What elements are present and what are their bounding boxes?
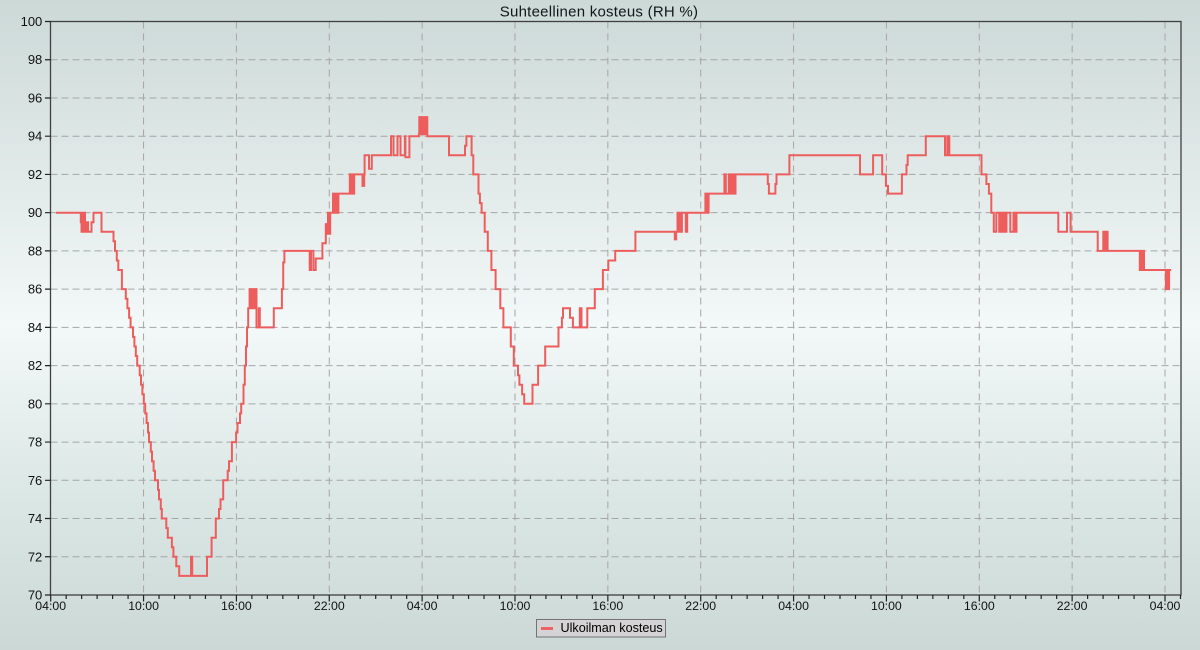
svg-text:04:00: 04:00 [407,599,438,613]
svg-text:90: 90 [28,205,42,220]
svg-text:96: 96 [28,91,42,106]
svg-text:10:00: 10:00 [871,599,902,613]
svg-text:10:00: 10:00 [500,599,531,613]
svg-text:78: 78 [28,435,42,450]
svg-text:86: 86 [28,282,42,297]
svg-text:22:00: 22:00 [685,599,716,613]
svg-text:Ulkoilman kosteus: Ulkoilman kosteus [561,621,663,635]
svg-text:10:00: 10:00 [128,599,159,613]
svg-text:22:00: 22:00 [314,599,345,613]
svg-text:16:00: 16:00 [592,599,623,613]
svg-text:100: 100 [21,14,43,29]
svg-text:70: 70 [28,588,42,603]
svg-text:94: 94 [28,129,42,144]
svg-text:22:00: 22:00 [1057,599,1088,613]
svg-text:88: 88 [28,243,42,258]
svg-text:76: 76 [28,473,42,488]
svg-text:92: 92 [28,167,42,182]
svg-text:04:00: 04:00 [1150,599,1181,613]
svg-text:16:00: 16:00 [964,599,995,613]
svg-text:72: 72 [28,549,42,564]
svg-text:04:00: 04:00 [35,599,66,613]
svg-text:84: 84 [28,320,42,335]
svg-text:80: 80 [28,396,42,411]
svg-text:Suhteellinen kosteus (RH %): Suhteellinen kosteus (RH %) [500,3,699,20]
svg-text:74: 74 [28,511,42,526]
svg-text:98: 98 [28,52,42,67]
svg-text:16:00: 16:00 [221,599,252,613]
svg-text:82: 82 [28,358,42,373]
svg-text:04:00: 04:00 [778,599,809,613]
